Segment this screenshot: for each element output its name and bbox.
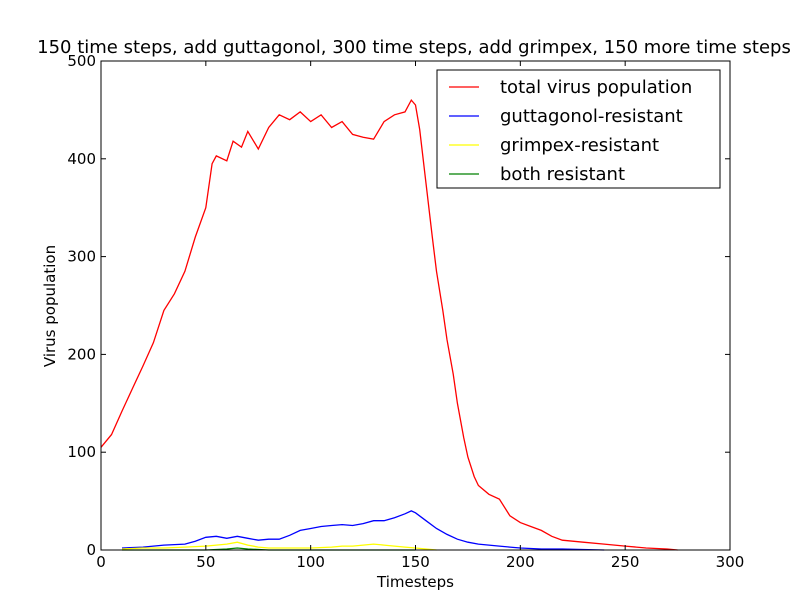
- legend-label-2: grimpex-resistant: [500, 135, 659, 156]
- x-tick-label: 0: [96, 553, 106, 571]
- y-tick-label: 300: [67, 248, 96, 266]
- x-tick-label: 150: [401, 553, 430, 571]
- x-tick-label: 100: [296, 553, 325, 571]
- y-tick-label: 100: [67, 443, 96, 461]
- x-tick-label: 50: [196, 553, 215, 571]
- y-tick-label: 200: [67, 345, 96, 363]
- legend-label-3: both resistant: [500, 164, 625, 185]
- y-tick-label: 500: [67, 52, 96, 70]
- chart-title: 150 time steps, add guttagonol, 300 time…: [37, 37, 791, 58]
- y-tick-label: 400: [67, 150, 96, 168]
- legend: total virus population guttagonol-resista…: [436, 69, 721, 189]
- x-tick-label: 300: [716, 553, 745, 571]
- x-tick-label: 200: [506, 553, 535, 571]
- tick-layer: 0 50 100 150 200 250 300 0 100 200 300 400 500: [67, 52, 744, 571]
- y-tick-label: 0: [86, 541, 96, 559]
- legend-label-0: total virus population: [500, 77, 692, 98]
- plot-frame: [100, 60, 731, 551]
- series-line-2: [121, 541, 437, 551]
- legend-label-1: guttagonol-resistant: [500, 106, 683, 127]
- series-line-1: [121, 510, 605, 551]
- legend-entries: total virus population guttagonol-resista…: [449, 77, 692, 185]
- x-tick-label: 250: [611, 553, 640, 571]
- legend-box: [436, 69, 721, 189]
- series-line-0: [100, 98, 678, 551]
- y-axis-label: Virus population: [41, 245, 59, 367]
- x-axis-label: Timesteps: [376, 573, 454, 591]
